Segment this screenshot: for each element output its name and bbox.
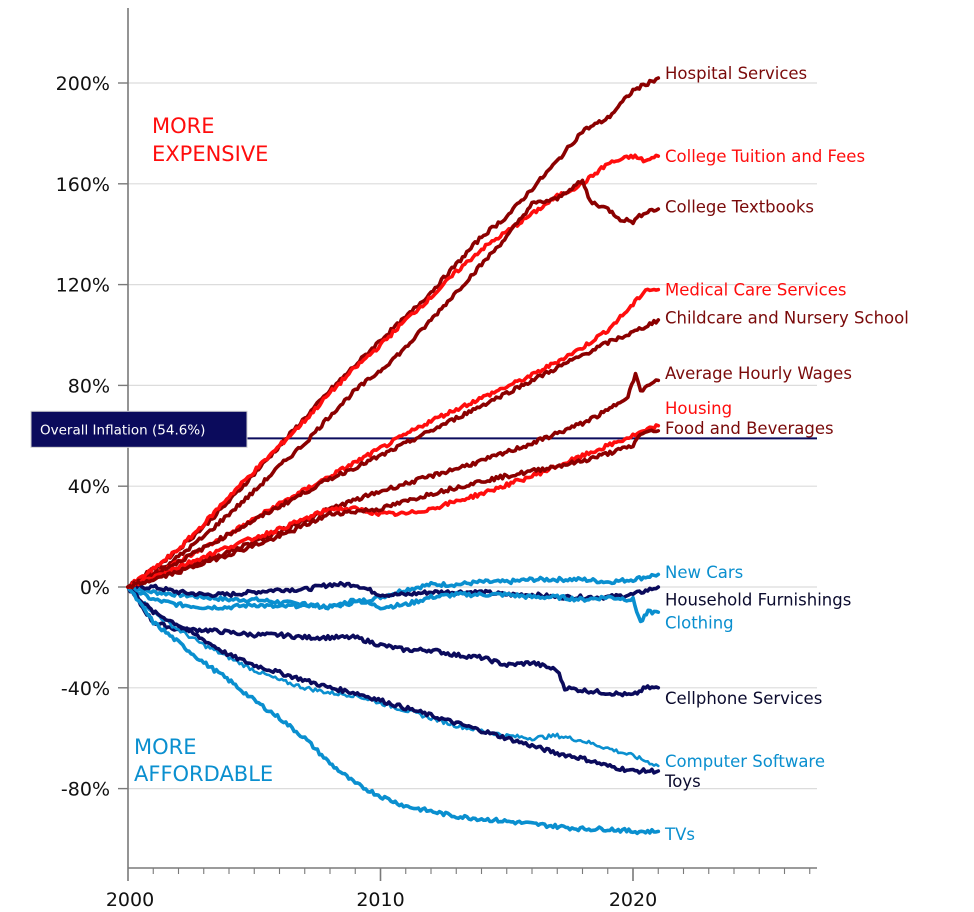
series-label-average-hourly-wages: Average Hourly Wages — [665, 364, 852, 383]
x-tick-label: 2000 — [106, 889, 154, 911]
series-line-computer-software — [126, 585, 660, 768]
y-tick-label: -80% — [61, 779, 110, 801]
overall-inflation-callout-box — [30, 410, 248, 448]
axes: 200% 160% 120% 80% 40% 0% -40% -80% 2000 2010 2020 — [56, 8, 817, 911]
zone-labels: MORE EXPENSIVE MORE AFFORDABLE — [134, 114, 273, 786]
series-line-medical-care-services — [126, 287, 661, 589]
y-tick-label: 160% — [56, 174, 110, 196]
y-tick-label: 120% — [56, 275, 110, 297]
series-label-childcare-and-nursery-school: Childcare and Nursery School — [665, 308, 909, 327]
series-label-new-cars: New Cars — [665, 563, 743, 582]
series-line-new-cars — [126, 572, 661, 611]
more-affordable-label-line2: AFFORDABLE — [134, 762, 273, 786]
series-line-household-furnishings — [126, 580, 661, 601]
series-line-college-textbooks — [126, 178, 661, 589]
series-label-toys: Toys — [664, 772, 701, 791]
series-label-tvs: TVs — [664, 825, 695, 844]
y-tick-label: 0% — [80, 577, 110, 599]
series-lines — [126, 76, 661, 836]
series-label-housing: Housing — [665, 399, 732, 418]
series-line-college-tuition-and-fees — [126, 153, 661, 589]
y-tick-label: 200% — [56, 73, 110, 95]
series-line-clothing — [126, 585, 661, 624]
more-affordable-label-line1: MORE — [134, 735, 197, 759]
series-line-toys — [126, 585, 661, 775]
series-line-childcare-and-nursery-school — [126, 318, 661, 589]
series-label-household-furnishings: Household Furnishings — [665, 591, 851, 610]
more-expensive-label-line2: EXPENSIVE — [152, 142, 268, 166]
series-label-food-and-beverages: Food and Beverages — [665, 419, 834, 438]
x-tick-label: 2010 — [356, 889, 404, 911]
more-expensive-label-line1: MORE — [152, 114, 215, 138]
series-label-clothing: Clothing — [665, 613, 734, 632]
series-label-hospital-services: Hospital Services — [665, 64, 807, 83]
series-labels: Hospital Services College Tuition and Fee… — [664, 64, 909, 844]
series-label-college-textbooks: College Textbooks — [665, 197, 814, 216]
y-tick-label: 80% — [68, 375, 110, 397]
series-line-tvs — [126, 585, 661, 836]
overall-inflation-reference: Overall Inflation (54.6%) — [30, 410, 817, 448]
series-label-cellphone-services: Cellphone Services — [665, 689, 822, 708]
series-label-medical-care-services: Medical Care Services — [665, 281, 846, 300]
x-tick-label: 2020 — [609, 889, 657, 911]
y-tick-label: 40% — [68, 476, 110, 498]
overall-inflation-callout-text: Overall Inflation (54.6%) — [40, 422, 205, 438]
series-label-college-tuition-and-fees: College Tuition and Fees — [665, 147, 865, 166]
y-tick-label: -40% — [61, 678, 110, 700]
series-line-cellphone-services — [126, 585, 661, 698]
series-label-computer-software: Computer Software — [665, 752, 825, 771]
series-line-food-and-beverages — [126, 428, 661, 590]
